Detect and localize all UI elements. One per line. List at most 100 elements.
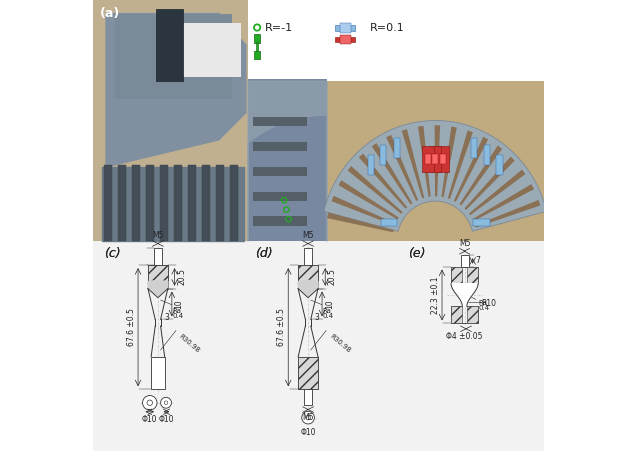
Text: M5: M5 (302, 413, 314, 422)
Text: Ra: Ra (172, 308, 181, 314)
Text: Ra: Ra (478, 300, 487, 306)
Bar (451, 267, 478, 284)
Text: (b): (b) (516, 7, 536, 20)
Bar (188, 165, 196, 241)
Text: 67.6 ±0.5: 67.6 ±0.5 (127, 308, 136, 346)
Polygon shape (106, 14, 246, 167)
Text: Φ10: Φ10 (300, 428, 316, 437)
Text: 3: 3 (314, 313, 319, 322)
Polygon shape (324, 120, 547, 231)
Bar (254, 34, 260, 43)
Bar (425, 154, 431, 164)
Bar (115, 14, 232, 99)
Text: 20.5: 20.5 (328, 268, 337, 285)
Bar (252, 142, 307, 151)
Circle shape (147, 400, 153, 405)
Bar (146, 165, 154, 241)
Bar (248, 0, 327, 79)
Polygon shape (148, 280, 168, 298)
Bar (467, 267, 478, 284)
Text: (d): (d) (255, 247, 272, 260)
Bar (327, 0, 544, 241)
Bar (437, 146, 448, 172)
Polygon shape (418, 126, 431, 197)
Bar (471, 138, 477, 158)
Polygon shape (386, 135, 418, 201)
Bar (252, 216, 307, 226)
Bar (496, 155, 502, 175)
Bar (460, 255, 469, 267)
Polygon shape (469, 170, 525, 215)
Circle shape (306, 415, 310, 420)
Bar (148, 265, 168, 289)
Text: 22.3 ±0.1: 22.3 ±0.1 (431, 276, 439, 314)
Bar (305, 389, 312, 405)
Text: Φ4 ±0.05: Φ4 ±0.05 (446, 332, 483, 341)
Bar (298, 357, 318, 389)
Polygon shape (359, 153, 407, 209)
Polygon shape (402, 129, 424, 198)
Circle shape (164, 401, 168, 405)
Circle shape (301, 411, 314, 424)
Bar (254, 51, 260, 59)
Bar (92, 0, 248, 241)
Bar (439, 154, 446, 164)
Bar (118, 165, 126, 241)
Text: R10: R10 (481, 299, 497, 308)
Bar (298, 265, 318, 289)
Polygon shape (454, 137, 488, 202)
Text: (c): (c) (104, 247, 121, 260)
Bar (467, 306, 478, 323)
Bar (340, 23, 351, 33)
Bar (429, 146, 441, 172)
Bar (104, 165, 112, 241)
Polygon shape (331, 196, 396, 226)
Polygon shape (434, 125, 440, 196)
Text: M5: M5 (152, 231, 163, 240)
Text: (c): (c) (104, 247, 121, 260)
Bar (381, 218, 398, 226)
Text: 0.4: 0.4 (478, 304, 489, 311)
Bar (305, 248, 312, 265)
Bar (160, 165, 168, 241)
Text: 10: 10 (174, 299, 184, 309)
Polygon shape (473, 184, 534, 221)
Text: (e): (e) (408, 247, 425, 260)
Bar (473, 218, 490, 226)
Text: Ra: Ra (322, 308, 331, 314)
Text: 0.4: 0.4 (172, 313, 184, 319)
Polygon shape (248, 81, 327, 241)
Bar (422, 146, 434, 172)
Text: Φ10: Φ10 (158, 415, 174, 424)
Polygon shape (459, 146, 502, 206)
Text: R=0.1: R=0.1 (370, 23, 404, 33)
Text: Φ10: Φ10 (142, 415, 158, 424)
Bar (252, 167, 307, 176)
Bar (248, 0, 327, 241)
Bar (335, 37, 356, 42)
Bar (155, 248, 162, 265)
Bar (151, 357, 165, 389)
Bar (178, 23, 241, 77)
Bar (256, 42, 258, 51)
Bar (252, 117, 307, 126)
Polygon shape (448, 130, 473, 199)
Text: M5: M5 (302, 231, 314, 240)
Bar (92, 241, 544, 451)
Bar (327, 0, 544, 81)
Text: (a): (a) (100, 7, 120, 20)
Bar (340, 35, 351, 44)
Bar (451, 306, 462, 323)
Bar (216, 165, 224, 241)
Text: 0.4: 0.4 (322, 313, 334, 319)
Bar (368, 155, 375, 175)
Polygon shape (372, 143, 412, 204)
Bar (394, 138, 400, 158)
Text: 7: 7 (475, 257, 480, 265)
Circle shape (142, 396, 157, 410)
Polygon shape (338, 180, 399, 220)
Bar (202, 165, 210, 241)
Bar (132, 165, 140, 241)
Bar (230, 165, 238, 241)
Text: 10: 10 (325, 299, 334, 309)
